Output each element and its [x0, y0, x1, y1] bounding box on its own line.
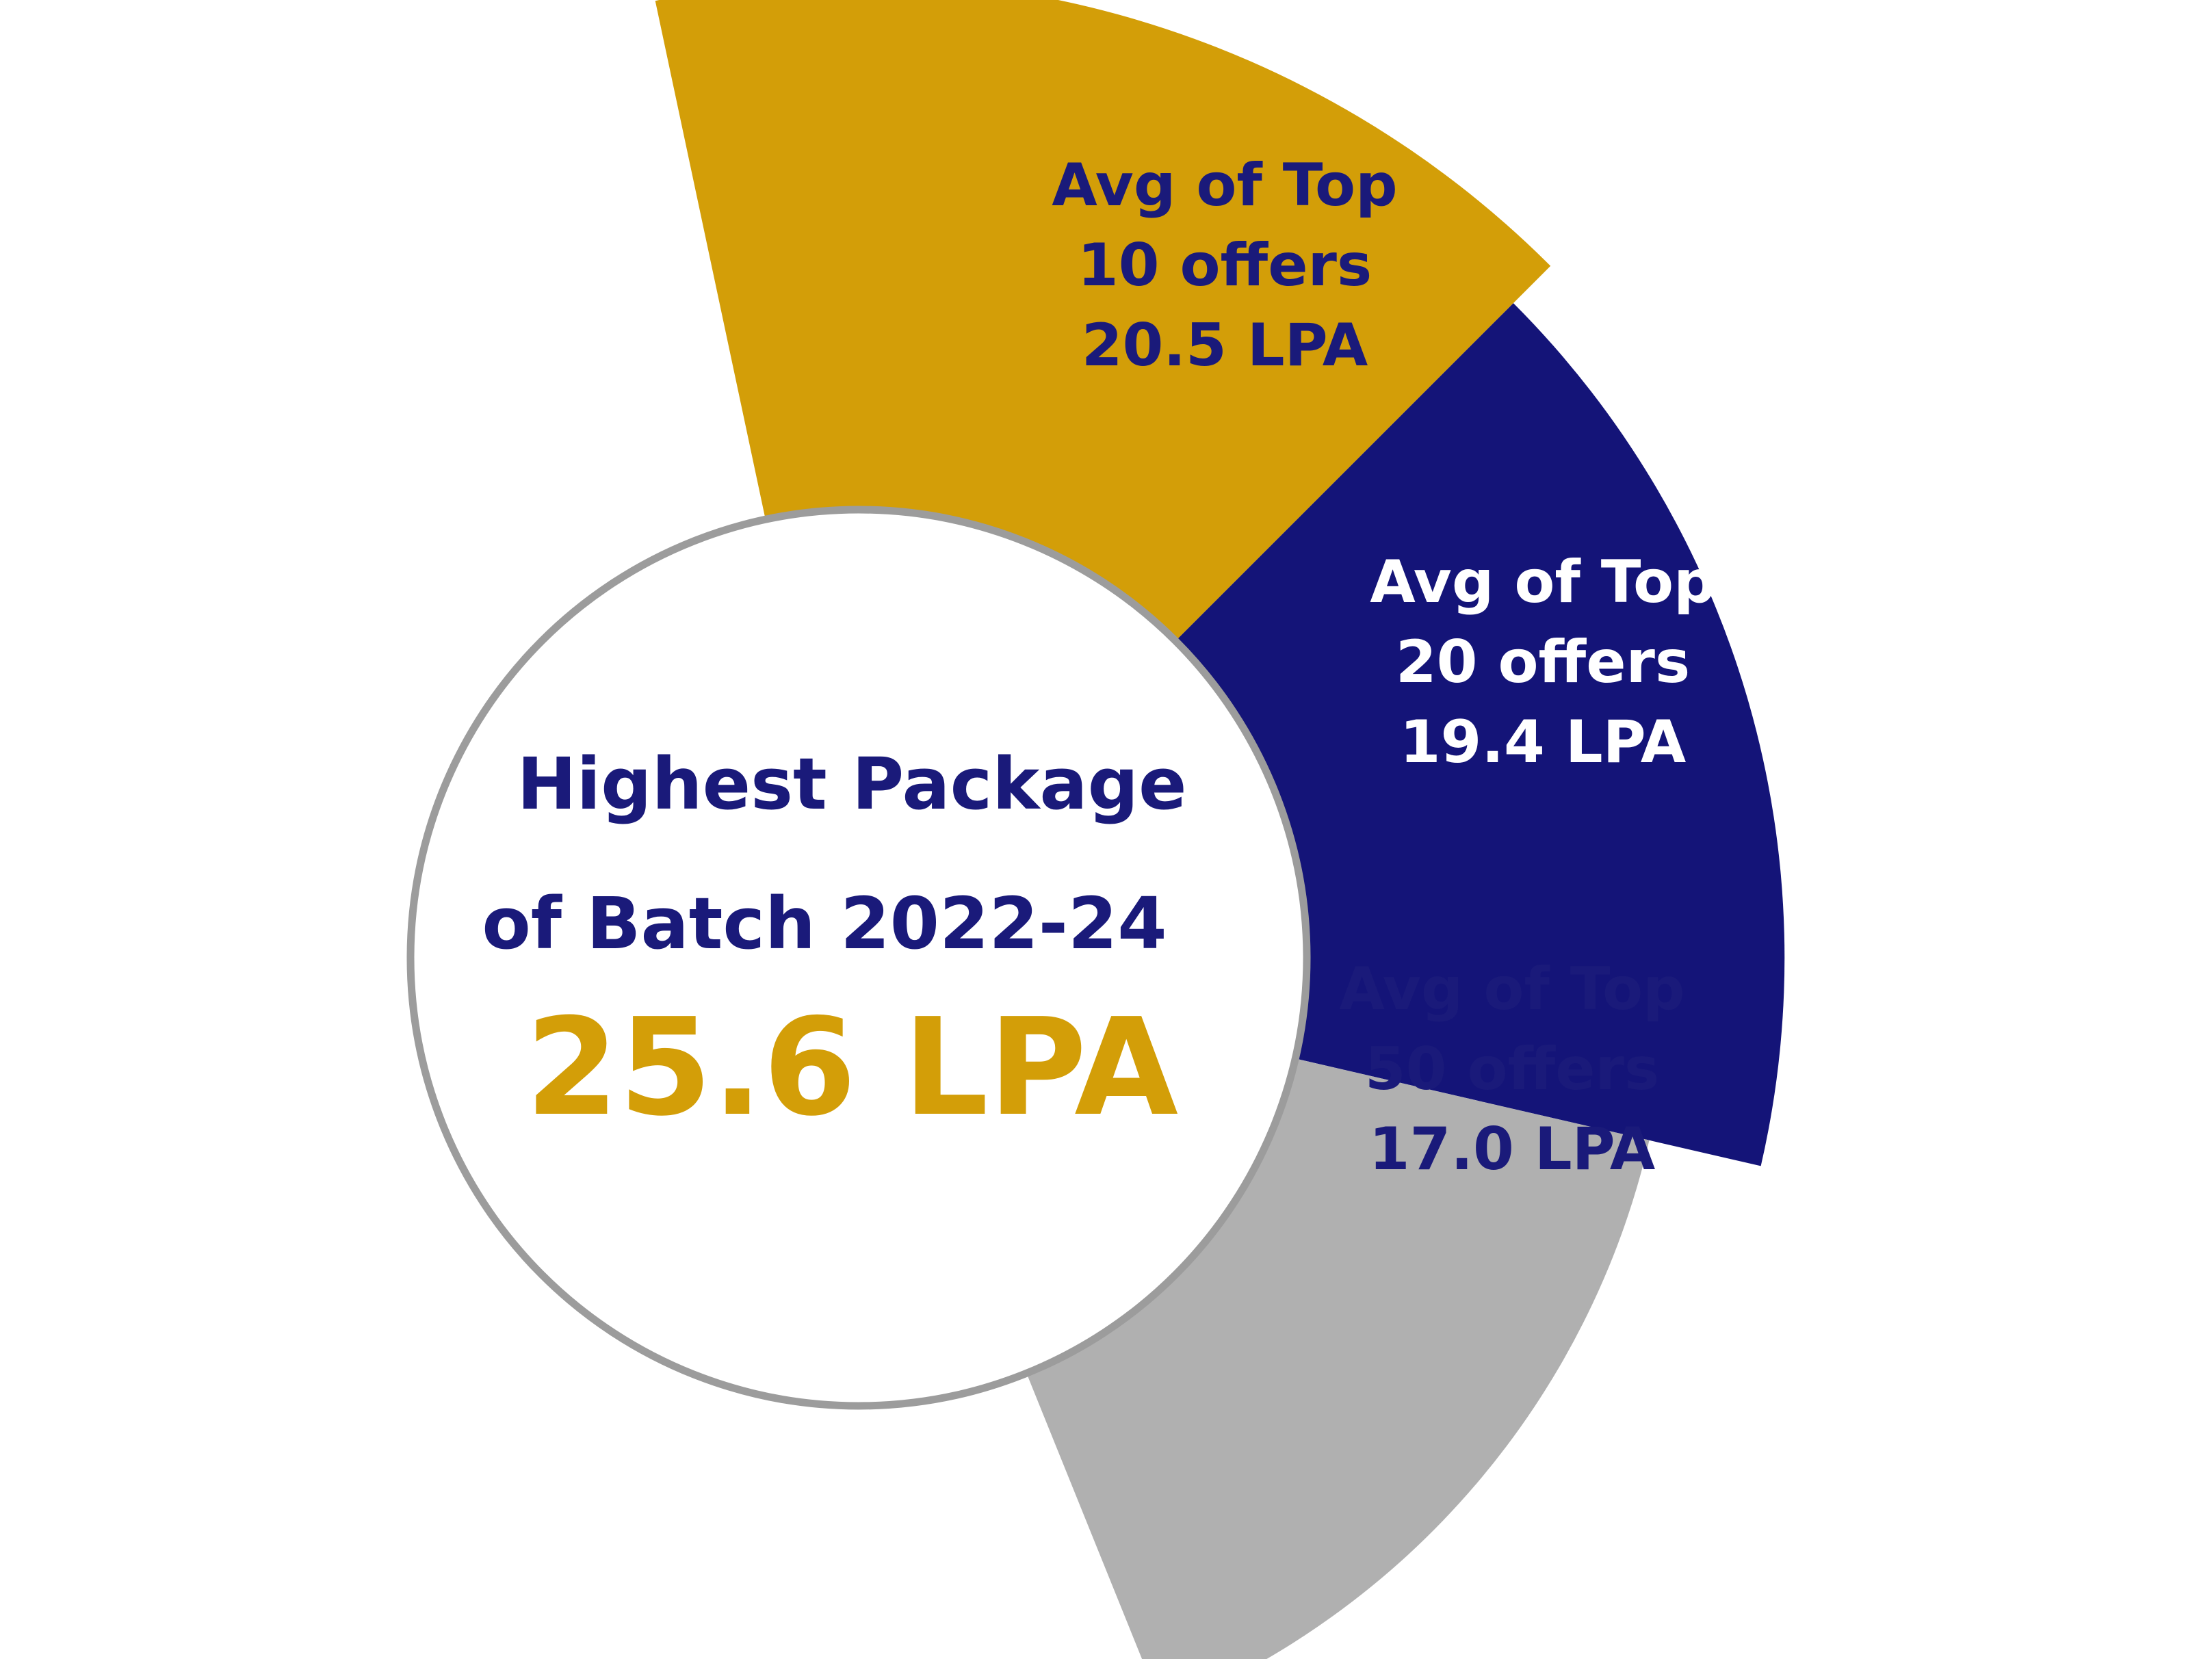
segment-label-2: Avg of Top 20 offers 19.4 LPA — [1370, 548, 1715, 776]
segment-label-2-line-3: 19.4 LPA — [1400, 708, 1687, 776]
center-circle — [406, 506, 1311, 1410]
segment-label-2-line-1: Avg of Top — [1370, 548, 1715, 616]
center-value: 25.6 LPA — [525, 990, 1178, 1146]
segment-label-1-line-1: Avg of Top — [1052, 151, 1397, 220]
segment-label-3-line-2: 50 offers — [1365, 1035, 1659, 1103]
segment-label-3-line-1: Avg of Top — [1339, 955, 1684, 1023]
center-title-line-2: of Batch 2022-24 — [482, 882, 1167, 965]
segment-label-1-line-2: 10 offers — [1078, 231, 1372, 300]
segment-label-3-line-3: 17.0 LPA — [1369, 1115, 1656, 1184]
segment-label-1-line-3: 20.5 LPA — [1082, 311, 1368, 380]
segment-label-3: Avg of Top 50 offers 17.0 LPA — [1339, 955, 1684, 1184]
segment-labels-layer: Avg of Top 10 offers 20.5 LPA Avg of Top 20 … — [1052, 151, 1715, 1184]
segment-label-2-line-2: 20 offers — [1396, 628, 1690, 696]
center-title-line-1: Highest Package — [517, 742, 1186, 826]
center-circle-group: Highest Package of Batch 2022-24 25.6 LP… — [406, 506, 1311, 1410]
segment-label-1: Avg of Top 10 offers 20.5 LPA — [1052, 151, 1397, 380]
